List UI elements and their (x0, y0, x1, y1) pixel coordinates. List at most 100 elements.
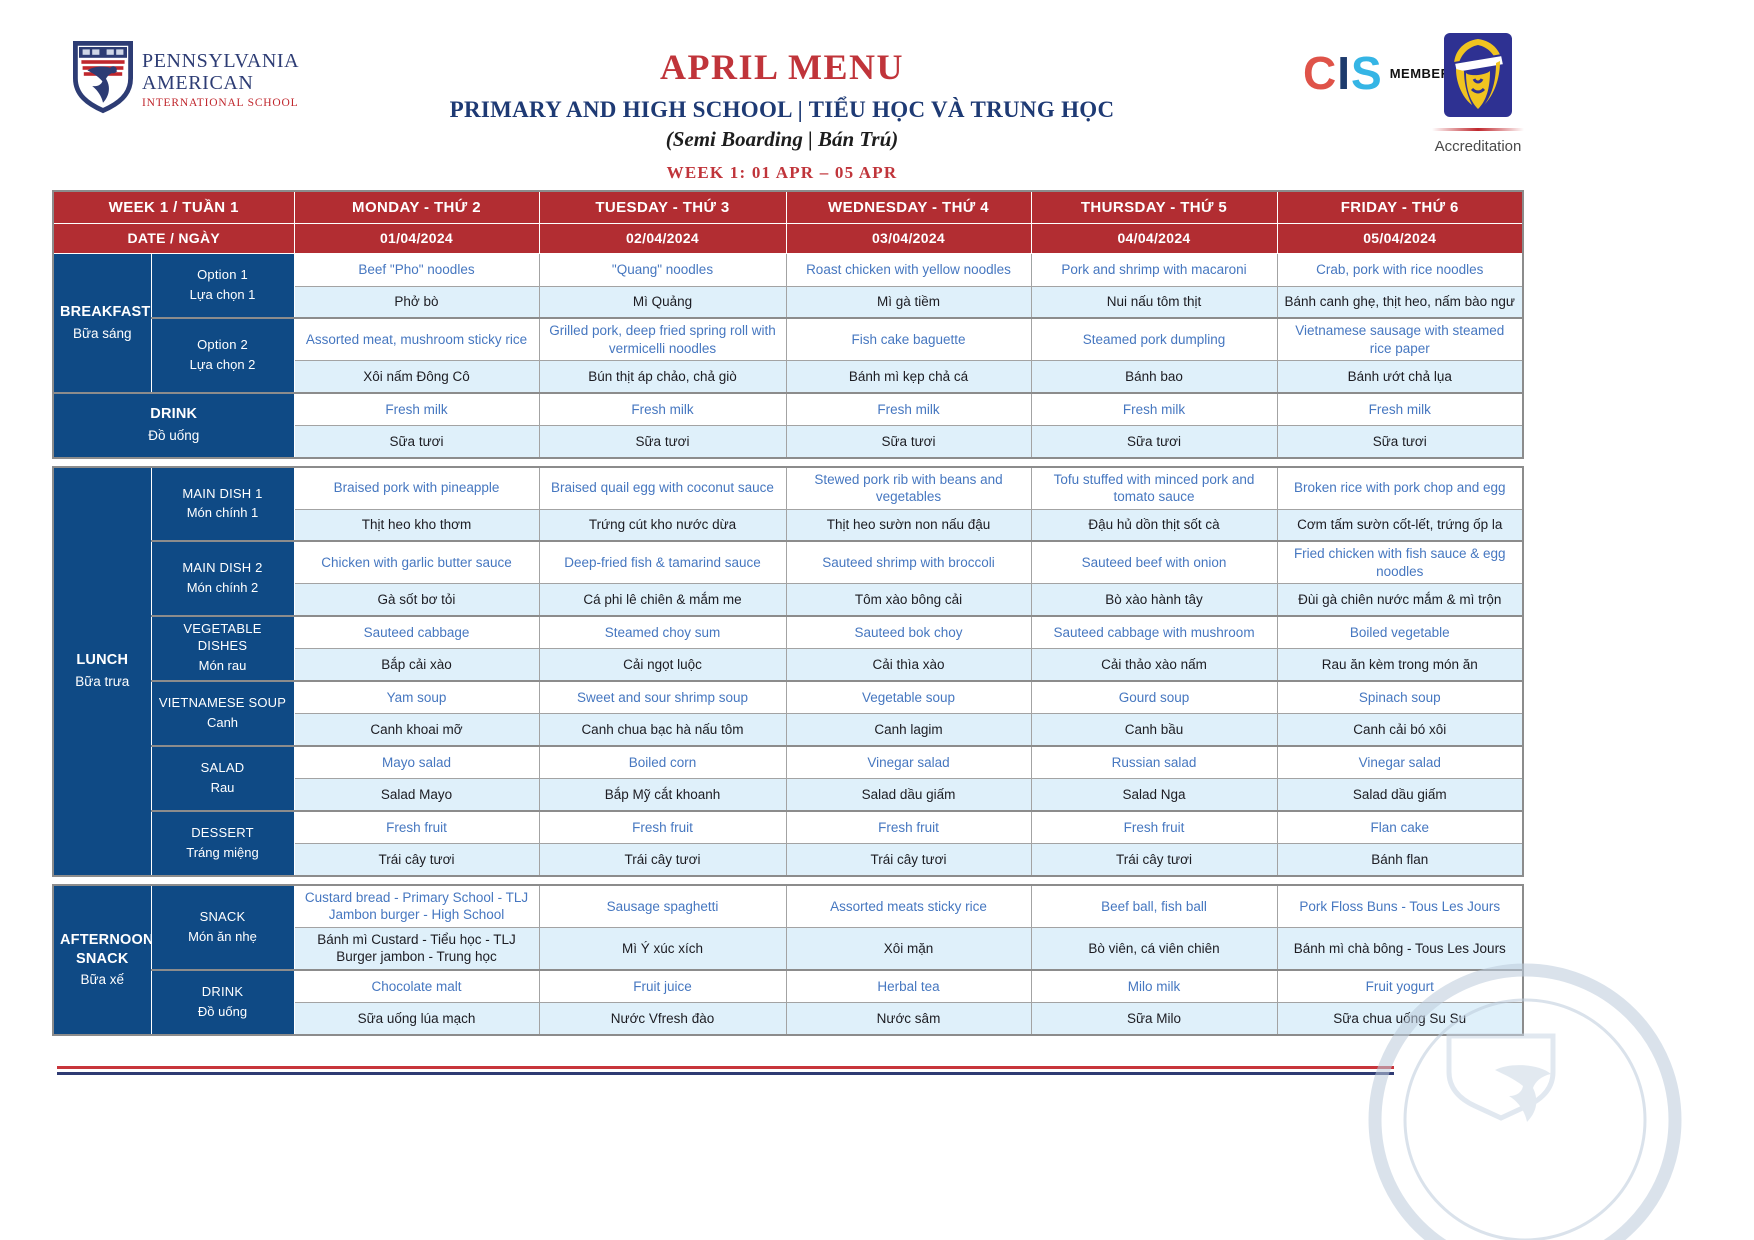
dish-cell-en: Fresh fruit (1030, 809, 1278, 845)
dish-cell-en: Vinegar salad (785, 744, 1032, 780)
dish-cell-en: Fresh milk (1276, 391, 1524, 427)
dish-cell-en: Sauteed shrimp with broccoli (785, 540, 1032, 585)
footer-rule-navy (57, 1072, 1394, 1075)
dish-cell-en: Flan cake (1276, 809, 1524, 845)
accreditation-label: Accreditation (1434, 138, 1522, 155)
cis-letters: CIS (1303, 50, 1383, 96)
accreditation-divider (1432, 128, 1524, 131)
dish-cell-en: Sausage spaghetti (538, 884, 787, 928)
dish-cell-vn: Sữa tươi (1276, 425, 1524, 459)
dish-cell-en: Beef "Pho" noodles (293, 252, 540, 287)
group-label-vn: Món chính 2 (186, 579, 259, 595)
group-label-vn: Món chính 1 (186, 505, 259, 521)
dish-cell-vn: Nui nấu tôm thịt (1030, 285, 1278, 319)
dish-cell-en: Fish cake baguette (785, 317, 1032, 362)
dish-cell-en: Sauteed cabbage (293, 614, 540, 650)
cis-letter-s: S (1351, 47, 1383, 99)
school-shield-logo (73, 40, 133, 114)
dish-cell-vn: Mì Ý xúc xích (538, 926, 787, 971)
footer-rule-red (57, 1066, 1394, 1069)
dish-cell-vn: Xôi mặn (785, 926, 1032, 971)
dish-cell-vn: Đùi gà chiên nước mắm & mì trộn (1276, 583, 1524, 617)
date-row-label: DATE / NGÀY (52, 222, 295, 254)
dish-cell-vn: Nước Vfresh đào (538, 1002, 787, 1036)
dish-cell-vn: Bắp cải xào (293, 648, 540, 682)
group-label-en: VEGETABLE DISHES (183, 621, 262, 654)
dish-cell-vn: Sữa Milo (1030, 1002, 1278, 1036)
dish-cell-vn: Salad dầu giấm (1276, 778, 1524, 812)
section-title-en: AFTERNOON SNACK (60, 931, 151, 967)
dish-cell-en: Pork Floss Buns - Tous Les Jours (1276, 884, 1524, 928)
dish-cell-en: Yam soup (293, 679, 540, 715)
dish-cell-en: Pork and shrimp with macaroni (1030, 252, 1278, 287)
dish-cell-en: Fresh milk (1030, 391, 1278, 427)
full-group-label: DRINK Đồ uống (52, 391, 295, 459)
dish-cell-vn: Bánh mì chà bông - Tous Les Jours (1276, 926, 1524, 971)
dish-cell-en: Gourd soup (1030, 679, 1278, 715)
date-cell: 04/04/2024 (1030, 222, 1278, 254)
section-title-en: LUNCH (76, 652, 129, 669)
dish-cell-en: Vinegar salad (1276, 744, 1524, 780)
group-label: VIETNAMESE SOUP Canh (150, 679, 295, 747)
group-label: SALAD Rau (150, 744, 295, 812)
dish-cell-en: Vegetable soup (785, 679, 1032, 715)
dish-cell-en: Sweet and sour shrimp soup (538, 679, 787, 715)
dish-cell-en: Spinach soup (1276, 679, 1524, 715)
week-range-label: WEEK 1: 01 APR – 05 APR (666, 163, 898, 182)
dish-cell-vn: Gà sốt bơ tỏi (293, 583, 540, 617)
section-label: BREAKFAST Bữa sáng (52, 252, 152, 394)
date-cell: 03/04/2024 (785, 222, 1032, 254)
dish-cell-en: Fruit juice (538, 968, 787, 1004)
dish-cell-en: Russian salad (1030, 744, 1278, 780)
dish-cell-vn: Bánh bao (1030, 360, 1278, 394)
titans-accreditation-icon (1444, 33, 1512, 117)
group-label-en: DESSERT (191, 824, 254, 840)
group-label: SNACK Món ăn nhẹ (150, 884, 295, 971)
group-label-vn: Lựa chọn 1 (189, 286, 256, 302)
section-label: LUNCH Bữa trưa (52, 466, 152, 877)
dish-cell-en: Deep-fried fish & tamarind sauce (538, 540, 787, 585)
dish-cell-vn: Sữa tươi (538, 425, 787, 459)
dish-cell-vn: Mì gà tiềm (785, 285, 1032, 319)
dish-cell-vn: Trái cây tươi (785, 843, 1032, 877)
dish-cell-en: Sauteed beef with onion (1030, 540, 1278, 585)
dish-cell-en: Steamed pork dumpling (1030, 317, 1278, 362)
school-name-line3: INTERNATIONAL SCHOOL (142, 96, 299, 109)
dish-cell-vn: Bánh flan (1276, 843, 1524, 877)
dish-cell-vn: Canh khoai mỡ (293, 713, 540, 747)
dish-cell-vn: Sữa chua uống Su Su (1276, 1002, 1524, 1036)
dish-cell-en: Fried chicken with fish sauce & egg nood… (1276, 540, 1524, 585)
day-header: THURSDAY - THỨ 5 (1030, 190, 1278, 224)
accreditation-block: Accreditation (1428, 33, 1528, 155)
dish-cell-vn: Bắp Mỹ cắt khoanh (538, 778, 787, 812)
dish-cell-en: Fresh fruit (293, 809, 540, 845)
boarding-subtitle: (Semi Boarding | Bán Trú) (665, 127, 899, 151)
dish-cell-en: Grilled pork, deep fried spring roll wit… (538, 317, 787, 362)
group-label-vn: Đồ uống (197, 1003, 248, 1019)
day-header: TUESDAY - THỨ 3 (538, 190, 787, 224)
dish-cell-vn: Rau ăn kèm trong món ăn (1276, 648, 1524, 682)
dish-cell-en: Milo milk (1030, 968, 1278, 1004)
dish-cell-vn: Trái cây tươi (293, 843, 540, 877)
group-label-en: MAIN DISH 1 (182, 485, 263, 501)
group-label-en: SALAD (200, 759, 245, 775)
dish-cell-en: Boiled vegetable (1276, 614, 1524, 650)
dish-cell-en: Assorted meat, mushroom sticky rice (293, 317, 540, 362)
dish-cell-vn: Bánh mì Custard - Tiểu học - TLJ Burger … (293, 926, 540, 971)
dish-cell-vn: Mì Quảng (538, 285, 787, 319)
page-title: APRIL MENU (659, 47, 904, 87)
section-label: AFTERNOON SNACK Bữa xế (52, 884, 152, 1036)
dish-cell-vn: Nước sâm (785, 1002, 1032, 1036)
cis-letter-i: I (1337, 47, 1352, 99)
full-group-label-en: DRINK (150, 406, 198, 423)
group-label-vn: Rau (210, 779, 235, 795)
dish-cell-en: Boiled corn (538, 744, 787, 780)
dish-cell-vn: Sữa tươi (785, 425, 1032, 459)
menu-tables: WEEK 1 / TUẦN 1 MONDAY - THỨ 2 TUESDAY - T… (52, 190, 1524, 1043)
section-title-en: BREAKFAST (60, 303, 151, 320)
group-label-vn: Món rau (198, 658, 247, 674)
cis-member-label: MEMBER (1389, 65, 1451, 81)
dish-cell-vn: Canh cải bó xôi (1276, 713, 1524, 747)
cis-letter-c: C (1303, 47, 1338, 99)
dish-cell-vn: Canh bầu (1030, 713, 1278, 747)
